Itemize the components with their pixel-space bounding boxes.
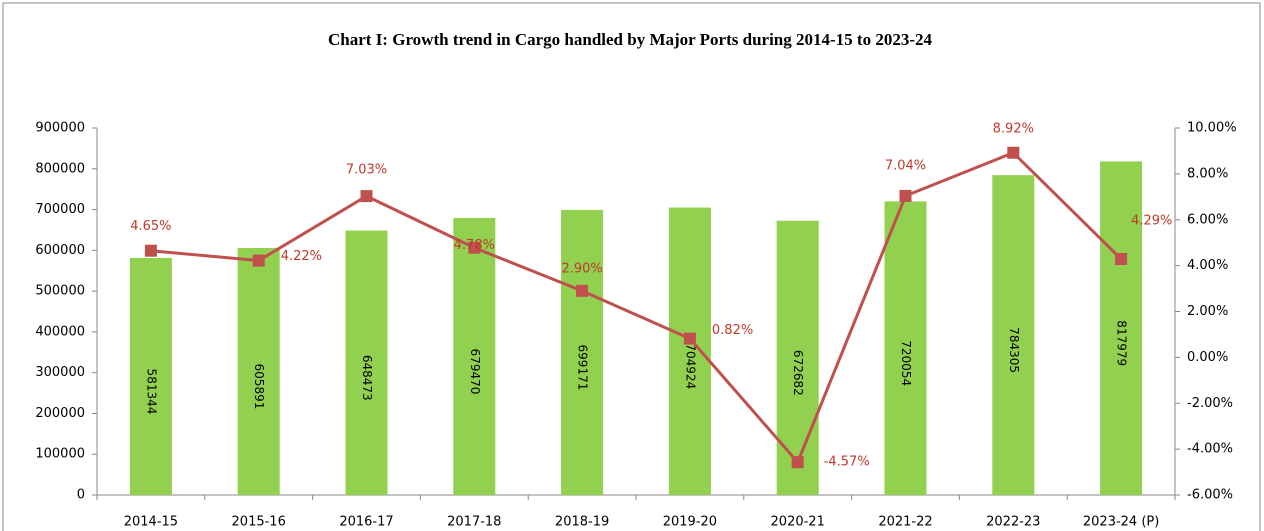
bar-value-label: 699171 (576, 345, 590, 391)
x-tick-label: 2022-23 (986, 515, 1040, 530)
line-marker (1007, 146, 1020, 159)
bar (668, 207, 711, 495)
bar-value-label: 817979 (1115, 320, 1129, 366)
bar (561, 209, 604, 495)
bar (129, 257, 172, 495)
y-tick-label: 200000 (35, 406, 85, 421)
line-value-label: 4.78% (454, 238, 495, 253)
line-value-label: 7.03% (346, 163, 387, 178)
bar-value-label: 704924 (683, 343, 697, 389)
y2-tick-label: -6.00% (1187, 488, 1233, 503)
y2-tick-label: 6.00% (1187, 212, 1228, 227)
line-marker (1115, 252, 1128, 265)
x-tick-label: 2021-22 (878, 515, 932, 530)
y-tick-label: 700000 (35, 202, 85, 217)
x-tick-label: 2014-15 (124, 515, 178, 530)
y2-tick-label: 8.00% (1187, 166, 1228, 181)
y2-tick-label: -2.00% (1187, 396, 1233, 411)
y-tick-label: 900000 (35, 121, 85, 136)
line-marker (252, 254, 265, 267)
line-marker (468, 241, 481, 254)
line-value-label: 7.04% (885, 158, 926, 173)
bar-value-label: 605891 (252, 364, 266, 410)
line-marker (576, 284, 589, 297)
line-marker (144, 244, 157, 257)
bar (345, 230, 388, 495)
bar (1100, 161, 1143, 495)
bar-value-label: 672682 (791, 350, 805, 396)
line-value-label: -4.57% (824, 455, 870, 470)
x-tick-label: 2016-17 (339, 515, 393, 530)
y2-tick-label: 2.00% (1187, 304, 1228, 319)
bar (884, 201, 927, 495)
x-tick-label: 2019-20 (663, 515, 717, 530)
x-tick-label: 2023-24 (P) (1083, 515, 1159, 530)
bar-value-label: 581344 (144, 369, 158, 415)
y-tick-label: 400000 (35, 324, 85, 339)
bar (453, 217, 496, 495)
line-value-label: 4.29% (1131, 213, 1172, 228)
line-marker (683, 332, 696, 345)
y2-tick-label: -4.00% (1187, 442, 1233, 457)
y-tick-label: 100000 (35, 447, 85, 462)
bar-value-label: 784305 (1007, 327, 1021, 373)
y-tick-label: 500000 (35, 284, 85, 299)
y-tick-label: 600000 (35, 243, 85, 258)
y-tick-label: 300000 (35, 365, 85, 380)
x-tick-label: 2017-18 (447, 515, 501, 530)
y2-tick-label: 10.00% (1187, 121, 1237, 136)
bar-value-label: 679470 (468, 349, 482, 395)
bar (992, 175, 1035, 495)
y2-tick-label: 0.00% (1187, 350, 1228, 365)
x-tick-label: 2020-21 (771, 515, 825, 530)
line-marker (899, 189, 912, 202)
y-tick-label: 800000 (35, 161, 85, 176)
line-value-label: 8.92% (993, 121, 1034, 136)
bar-value-label: 720054 (899, 340, 913, 386)
line-marker (360, 190, 373, 203)
chart-title: Chart I: Growth trend in Cargo handled b… (328, 30, 932, 49)
line-marker (791, 456, 804, 469)
x-tick-label: 2015-16 (232, 515, 286, 530)
y2-tick-label: 4.00% (1187, 258, 1228, 273)
x-tick-label: 2018-19 (555, 515, 609, 530)
bar (237, 247, 280, 495)
line-value-label: 0.82% (712, 323, 753, 338)
y-tick-label: 0 (77, 488, 85, 503)
line-value-label: 4.65% (130, 219, 171, 234)
line-value-label: 2.90% (561, 261, 602, 276)
bar (776, 220, 819, 495)
line (150, 151, 1123, 466)
bar-value-label: 648473 (360, 355, 374, 401)
line-value-label: 4.22% (281, 249, 322, 264)
